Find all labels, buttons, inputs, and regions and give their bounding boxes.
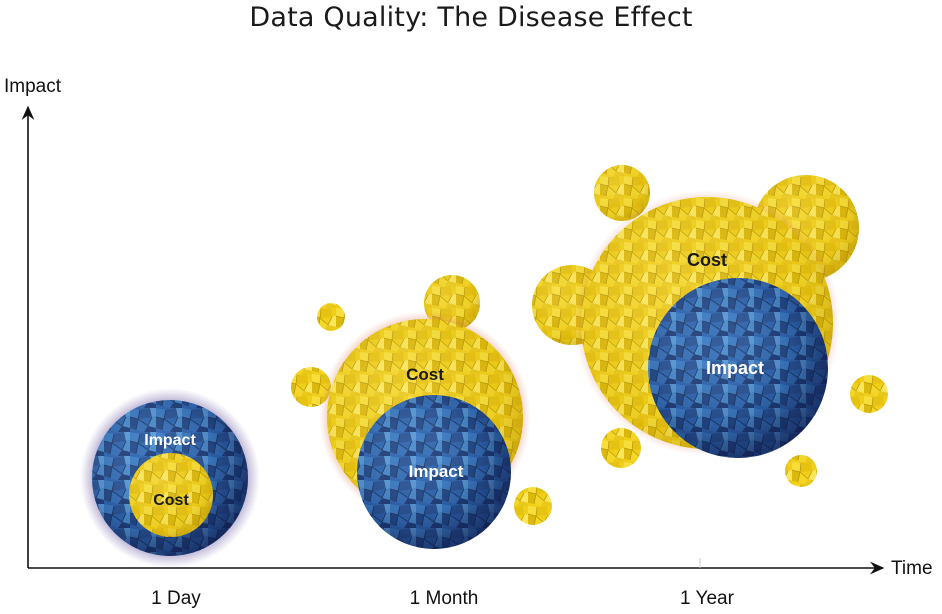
year-cost-label: Cost <box>687 250 727 270</box>
month-satellite-1 <box>317 303 345 331</box>
x-tick-1-day: 1 Day <box>151 588 201 609</box>
group-1-month: Cost Impact <box>291 275 552 549</box>
year-satellite-6 <box>850 375 888 413</box>
x-tick-1-year: 1 Year <box>680 588 734 609</box>
x-axis-label: Time <box>891 558 933 579</box>
group-1-day: Impact Cost <box>80 388 260 568</box>
month-cost-label: Cost <box>406 365 444 384</box>
x-tick-1-month: 1 Month <box>409 588 479 609</box>
day-cost-label: Cost <box>153 492 189 509</box>
group-1-year: Cost Impact <box>532 165 888 487</box>
month-satellite-4 <box>514 487 552 525</box>
diagram-title: Data Quality: The Disease Effect <box>249 2 693 33</box>
month-impact-label: Impact <box>409 462 464 481</box>
year-impact-label: Impact <box>706 358 764 378</box>
year-satellite-4 <box>601 428 641 468</box>
day-impact-label: Impact <box>144 432 196 449</box>
y-axis-label: Impact <box>4 76 62 97</box>
year-satellite-5 <box>785 455 817 487</box>
